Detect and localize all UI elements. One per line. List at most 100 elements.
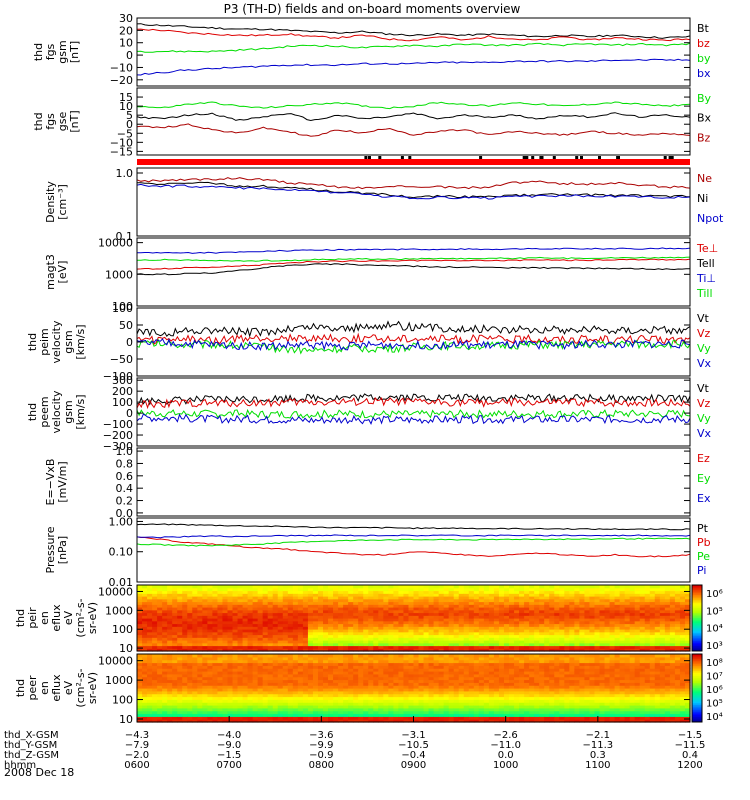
spectrogram-cell	[307, 620, 314, 625]
spectrogram-cell	[182, 710, 188, 715]
spectrogram-cell	[443, 596, 450, 600]
legend-entry: Pt	[697, 522, 709, 535]
spectrogram-cell	[282, 685, 289, 689]
spectrogram-cell	[222, 690, 229, 695]
spectrogram-cell	[654, 585, 661, 589]
spectrogram-cell	[137, 654, 143, 658]
spectrogram-cell	[307, 688, 314, 692]
spectrogram-cell	[559, 612, 565, 616]
spectrogram-cell	[599, 593, 606, 597]
spectrogram-cell	[217, 710, 224, 715]
spectrogram-cell	[282, 659, 289, 664]
spectrogram-cell	[323, 587, 329, 592]
spectrogram-cell	[438, 690, 445, 695]
spectrogram-cell	[544, 676, 550, 681]
spectrogram-cell	[614, 642, 621, 647]
spectrogram-cell	[514, 719, 520, 723]
spectrogram-cell	[483, 671, 490, 675]
spectrogram-cell	[654, 590, 661, 594]
spectrogram-cell	[554, 682, 560, 686]
spectrogram-cell	[539, 642, 545, 647]
spectrogram-cell	[282, 623, 289, 627]
spectrogram-cell	[383, 587, 389, 592]
y-tick-label: 10	[119, 642, 133, 655]
panel-frame	[136, 167, 691, 237]
spectrogram-cell	[257, 642, 264, 647]
spectrogram-cell	[684, 631, 691, 636]
spectrogram-cell	[554, 585, 560, 589]
spectrogram-cell	[654, 648, 661, 652]
spectrogram-cell	[654, 623, 661, 627]
spectrogram-cell	[373, 631, 379, 636]
spectrogram-cell	[257, 671, 264, 675]
spectrogram-cell	[292, 587, 299, 592]
spectrogram-cell	[282, 596, 289, 600]
spectrogram-cell	[493, 645, 500, 649]
spectrogram-cell	[569, 612, 575, 616]
spectrogram-cell	[147, 596, 153, 600]
spectrogram-cell	[524, 710, 530, 715]
spectrogram-cell	[463, 620, 470, 625]
spectrogram-cell	[212, 640, 219, 644]
spectrogram-cell	[282, 642, 289, 647]
spectrogram-cell	[408, 662, 415, 666]
spectrogram-cell	[408, 688, 415, 692]
spectrogram-cell	[197, 659, 203, 664]
spectrogram-cell	[378, 601, 384, 605]
spectrogram-cell	[217, 618, 224, 622]
spectrogram-cell	[659, 645, 666, 649]
spectrogram-cell	[428, 679, 435, 683]
spectrogram-cell	[237, 656, 244, 661]
spectrogram-cell	[634, 648, 641, 652]
spectrogram-cell	[408, 690, 415, 695]
spectrogram-cell	[267, 637, 274, 641]
spectrogram-cell	[418, 598, 425, 603]
spectrogram-cell	[564, 682, 570, 686]
spectrogram-cell	[282, 601, 289, 605]
spectrogram-cell	[418, 631, 425, 636]
spectrogram-cell	[634, 587, 641, 592]
spectrogram-cell	[182, 668, 188, 672]
spectrogram-cell	[408, 590, 415, 594]
spectrogram-cell	[217, 623, 224, 627]
spectrogram-cell	[428, 671, 435, 675]
spectrogram-cell	[353, 598, 359, 603]
spectrogram-cell	[292, 637, 299, 641]
spectrogram-cell	[217, 705, 224, 709]
spectrogram-cell	[142, 634, 148, 638]
spectrogram-cell	[514, 634, 520, 638]
spectrogram-cell	[333, 682, 339, 686]
spectrogram-cell	[212, 615, 219, 619]
spectrogram-cell	[207, 615, 214, 619]
spectrogram-cell	[197, 705, 203, 709]
spectrogram-cell	[227, 682, 234, 686]
spectrogram-cell	[282, 696, 289, 700]
spectrogram-cell	[252, 710, 259, 715]
spectrogram-cell	[534, 710, 540, 715]
spectrogram-cell	[307, 615, 314, 619]
spectrogram-cell	[539, 707, 545, 712]
spectrogram-cell	[333, 707, 339, 712]
spectrogram-cell	[443, 587, 450, 592]
spectrogram-cell	[569, 585, 575, 589]
spectrogram-cell	[147, 673, 153, 678]
spectrogram-cell	[167, 615, 173, 619]
spectrogram-cell	[307, 705, 314, 709]
spectrogram-cell	[659, 587, 666, 592]
spectrogram-cell	[388, 645, 394, 649]
spectrogram-cell	[227, 710, 234, 715]
spectrogram-cell	[247, 702, 254, 706]
spectrogram-cell	[463, 585, 470, 589]
spectrogram-cell	[338, 623, 344, 627]
spectrogram-cell	[338, 645, 344, 649]
spectrogram-cell	[408, 656, 415, 661]
spectrogram-cell	[463, 671, 470, 675]
spectrogram-cell	[569, 590, 575, 594]
spectrogram-cell	[408, 631, 415, 636]
spectrogram-cell	[302, 699, 309, 703]
spectrogram-cell	[307, 645, 314, 649]
spectrogram-cell	[312, 688, 319, 692]
spectrogram-cell	[232, 623, 239, 627]
spectrogram-cell	[669, 598, 676, 603]
spectrogram-cell	[498, 710, 505, 715]
